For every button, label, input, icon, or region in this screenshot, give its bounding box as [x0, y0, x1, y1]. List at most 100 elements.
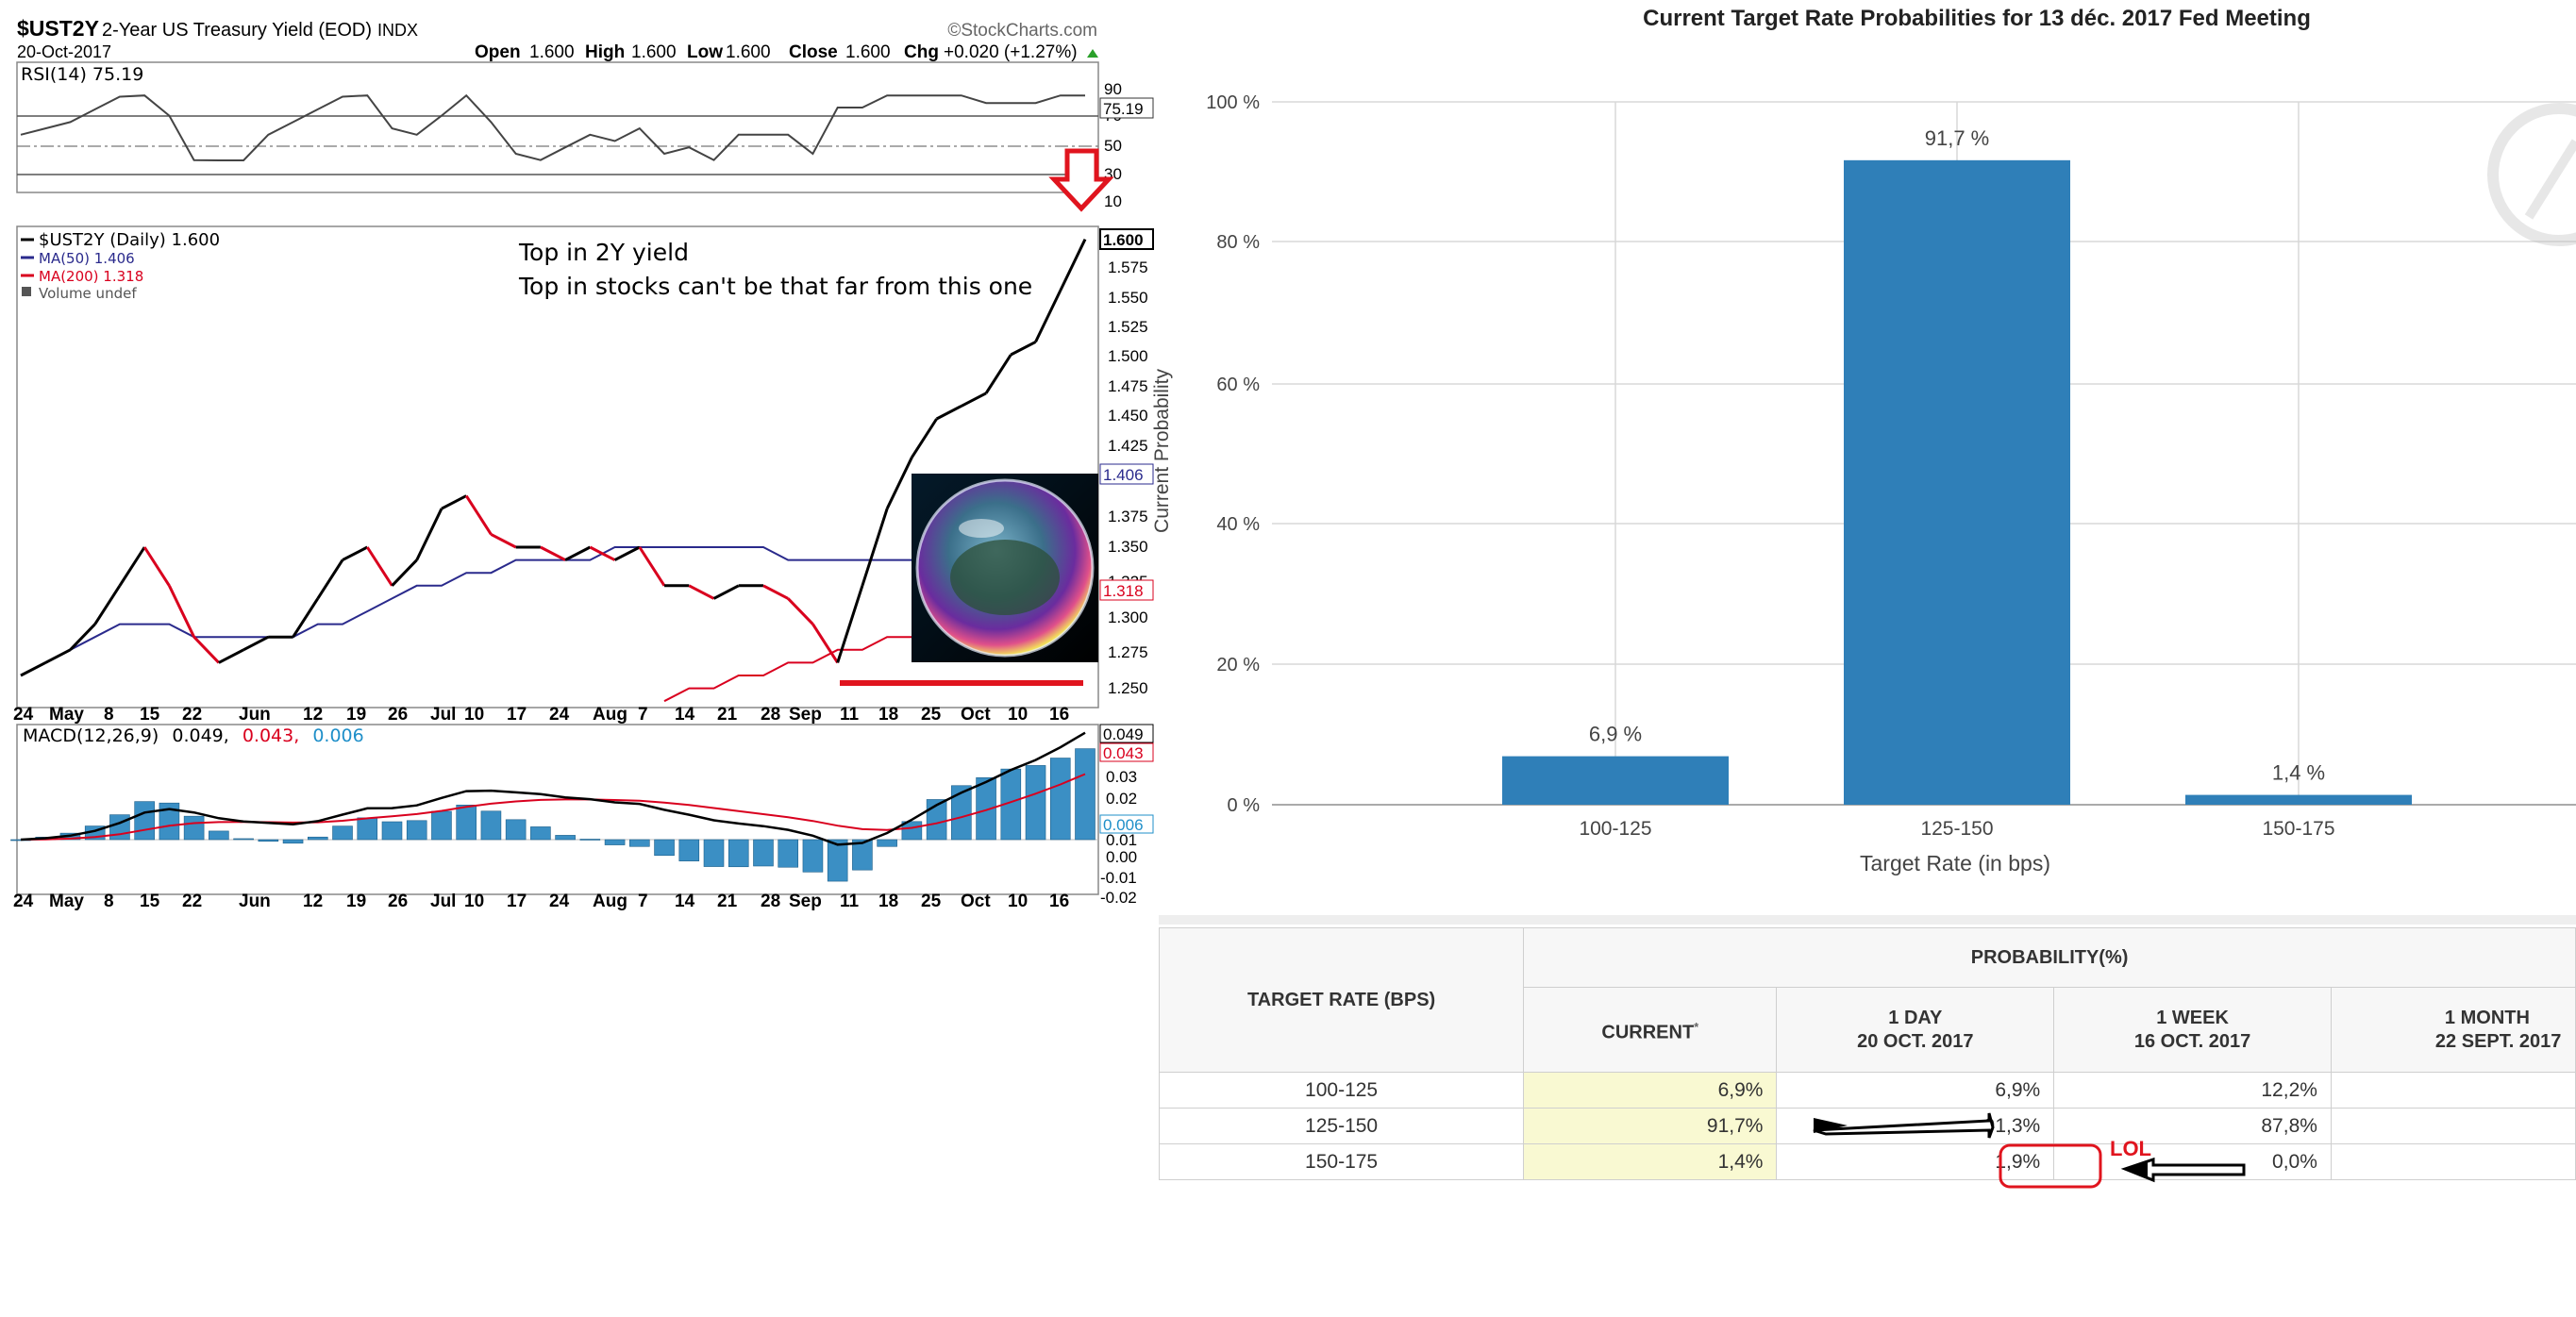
date-tick: 21 — [717, 705, 738, 725]
date-tick: 10 — [1008, 892, 1028, 911]
macd-axis: 0.03 0.02 0.01 0.00 -0.01 -0.02 — [1100, 768, 1137, 907]
macd-histogram-bar — [282, 839, 304, 844]
macd-histogram-bar — [555, 835, 576, 841]
date-tick: 12 — [303, 892, 323, 911]
macd-histogram-bar — [778, 839, 799, 868]
date-tick: Jul — [430, 892, 456, 911]
legend-ma50: MA(50) 1.406 — [39, 250, 135, 267]
rsi-value-badge: 75.19 — [1103, 100, 1144, 118]
section-separator — [1159, 915, 2576, 925]
date-tick: 18 — [878, 705, 898, 725]
macd-signal-line — [20, 773, 1086, 841]
macd-histogram-bar — [505, 819, 527, 841]
date-tick: 18 — [878, 892, 898, 911]
macd-panel: MACD(12,26,9) 0.049, 0.043, 0.006 0.03 0… — [10, 724, 1154, 911]
price-segment — [564, 545, 592, 561]
date-tick: 21 — [717, 892, 738, 911]
price-panel: $UST2Y (Daily) 1.600 MA(50) 1.406 MA(200… — [13, 148, 1154, 725]
col-1-month-label: 1 MONTH — [2444, 1007, 2530, 1028]
date-tick: Jun — [239, 892, 271, 911]
ma50-value-badge: 1.406 — [1103, 466, 1144, 484]
instrument-name: 2-Year US Treasury Yield (EOD) — [102, 20, 372, 41]
y-tick: 0 % — [1228, 795, 1261, 816]
date-tick: 17 — [507, 892, 527, 911]
price-segment — [811, 623, 839, 664]
macd-tick: 0.02 — [1106, 790, 1137, 808]
date-tick: 25 — [921, 892, 942, 911]
date-tick: 11 — [840, 705, 860, 725]
macd-histogram-bar — [258, 839, 279, 842]
col-1-day-label: 1 DAY — [1888, 1007, 1943, 1028]
macd-histogram-bar — [431, 810, 452, 841]
ohlc-readout: Open 1.600 High 1.600 Low 1.600 Close 1.… — [475, 42, 1098, 62]
price-axis: 1.575 1.550 1.525 1.500 1.475 1.450 1.42… — [1108, 258, 1148, 697]
chg-value: +0.020 (+1.27%) — [944, 42, 1078, 62]
watermark-logo-icon — [2487, 103, 2576, 246]
price-segment — [192, 636, 220, 664]
chart-date: 20-Oct-2017 — [17, 42, 111, 61]
date-tick: May — [49, 705, 84, 725]
price-segment — [441, 494, 467, 510]
y-tick: 100 % — [1206, 92, 1260, 113]
rsi-line — [20, 93, 1085, 161]
probability-table: TARGET RATE (BPS) PROBABILITY(%) CURRENT… — [1158, 927, 2576, 1180]
macd-histogram-bar — [1049, 758, 1071, 841]
open-value: 1.600 — [529, 42, 575, 62]
bubble-image — [912, 474, 1098, 662]
bar-150-175 — [2185, 794, 2412, 805]
date-tick: 19 — [346, 892, 366, 911]
price-segment — [1034, 290, 1062, 343]
macd-tick: -0.02 — [1100, 889, 1137, 907]
bar-value-label: 6,9 % — [1589, 723, 1642, 746]
macd-histogram-bar — [579, 839, 601, 841]
y-tick: 40 % — [1216, 514, 1260, 535]
price-segment — [464, 494, 493, 536]
macd-histogram-bar — [209, 830, 229, 841]
col-current-label: CURRENT — [1601, 1022, 1695, 1043]
week-cell: 0,0% — [2053, 1143, 2332, 1180]
current-cell: 91,7% — [1523, 1108, 1778, 1144]
date-tick: Aug — [593, 705, 627, 725]
price-tick: 1.450 — [1108, 407, 1148, 425]
price-segment — [540, 545, 566, 561]
ma50-line — [20, 487, 1086, 676]
macd-value-2: 0.043, — [243, 725, 299, 746]
date-tick: 14 — [675, 705, 695, 725]
price-value-badge: 1.600 — [1103, 231, 1144, 249]
date-tick: 12 — [303, 705, 323, 725]
macd-histogram-bar — [183, 815, 205, 841]
close-value: 1.600 — [845, 42, 891, 62]
price-segment — [69, 623, 96, 651]
week-cell: 12,2% — [2053, 1072, 2332, 1109]
date-tick: Oct — [961, 705, 991, 725]
x-tick: 125-150 — [1920, 818, 1993, 840]
hist-badge: 0.006 — [1103, 816, 1144, 834]
col-1-day: 1 DAY 20 OCT. 2017 — [1776, 987, 2055, 1073]
macd-histogram-bar — [1025, 765, 1046, 841]
macd-histogram — [10, 748, 1096, 882]
legend-price: $UST2Y (Daily) 1.600 — [39, 230, 220, 250]
price-tick: 1.475 — [1108, 377, 1148, 395]
bar-chart-title: Current Target Rate Probabilities for 13… — [1643, 6, 2311, 31]
macd-histogram-bar — [1075, 748, 1096, 841]
macd-histogram-bar — [233, 838, 254, 841]
date-tick: 17 — [507, 705, 527, 725]
macd-histogram-bar — [530, 826, 551, 841]
bar-125-150 — [1844, 159, 2070, 805]
x-tick: 100-125 — [1579, 818, 1651, 840]
price-tick: 1.350 — [1108, 538, 1148, 556]
macd-histogram-bar — [604, 839, 626, 845]
macd-histogram-bar — [827, 839, 848, 882]
date-tick: 11 — [840, 892, 860, 911]
price-segment — [316, 558, 344, 600]
macd-value-1: 0.049, — [172, 725, 228, 746]
date-tick: 24 — [549, 892, 570, 911]
current-cell: 1,4% — [1523, 1143, 1778, 1180]
date-tick: 28 — [761, 705, 780, 725]
col-1-week-date: 16 OCT. 2017 — [2133, 1030, 2251, 1052]
price-tick: 1.425 — [1108, 437, 1148, 455]
stockcharts-chart: $UST2Y 2-Year US Treasury Yield (EOD) IN… — [10, 16, 1154, 911]
price-segment — [415, 508, 443, 561]
macd-histogram-bar — [307, 836, 328, 841]
macd-histogram-bar — [134, 801, 155, 841]
